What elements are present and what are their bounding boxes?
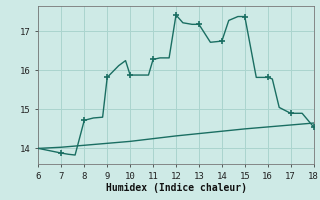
X-axis label: Humidex (Indice chaleur): Humidex (Indice chaleur) xyxy=(106,183,246,193)
